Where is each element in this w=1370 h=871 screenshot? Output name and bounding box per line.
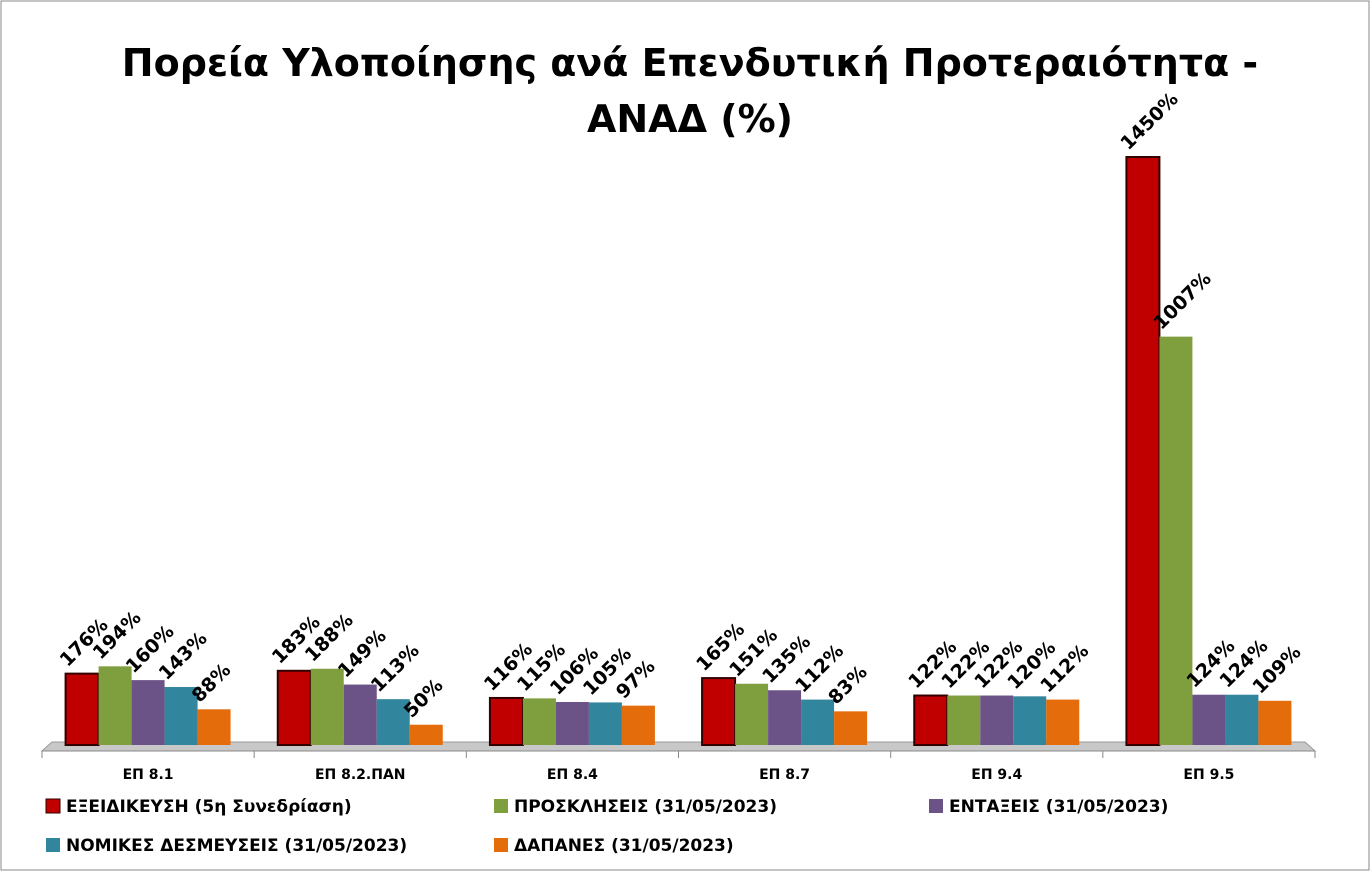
bar	[276, 669, 312, 746]
chart-title: Πορεία Υλοποίησης ανά Επενδυτική Προτερα…	[122, 41, 1258, 85]
bar	[1046, 699, 1080, 745]
bar	[64, 672, 100, 746]
legend-label: ΔΑΠΑΝΕΣ (31/05/2023)	[514, 836, 734, 856]
bar	[701, 677, 737, 747]
bar	[98, 666, 132, 745]
bar	[1013, 696, 1047, 745]
legend-swatch	[494, 799, 508, 813]
legend-label: ΕΝΤΑΞΕΙΣ (31/05/2023)	[949, 797, 1168, 817]
legend-label: ΠΡΟΣΚΛΗΣΕΙΣ (31/05/2023)	[514, 797, 777, 817]
bar	[980, 695, 1014, 745]
floor	[40, 741, 1317, 752]
legend-swatch	[45, 798, 61, 814]
bar	[768, 690, 802, 745]
bar	[1125, 156, 1161, 746]
bar	[1225, 694, 1259, 745]
bar	[834, 711, 868, 745]
bar	[947, 695, 981, 745]
x-tick-label: ΕΠ 8.7	[759, 767, 810, 783]
bar	[488, 696, 524, 747]
chart-title: ΑΝΑΔ (%)	[587, 97, 793, 141]
bar	[310, 668, 344, 745]
legend-swatch	[929, 799, 943, 813]
bar	[164, 687, 198, 745]
bar	[197, 709, 231, 745]
bar	[522, 698, 556, 745]
x-tick-label: ΕΠ 8.4	[547, 767, 598, 783]
x-tick-label: ΕΠ 9.5	[1183, 767, 1234, 783]
bar	[1258, 700, 1292, 745]
x-tick-label: ΕΠ 8.1	[123, 767, 174, 783]
bar	[913, 694, 949, 747]
bar	[801, 699, 835, 745]
bar	[588, 702, 622, 745]
bar	[376, 699, 410, 745]
x-tick-label: ΕΠ 8.2.ΠΑΝ	[315, 767, 406, 783]
legend-swatch	[46, 838, 60, 852]
bar	[1192, 694, 1226, 745]
bar	[735, 683, 769, 745]
legend-swatch	[494, 838, 508, 852]
x-tick-label: ΕΠ 9.4	[971, 767, 1022, 783]
bar	[555, 702, 589, 745]
bar	[409, 724, 443, 745]
bar	[343, 684, 377, 745]
legend-label: ΝΟΜΙΚΕΣ ΔΕΣΜΕΥΣΕΙΣ (31/05/2023)	[66, 836, 407, 856]
bar	[621, 705, 655, 745]
bar	[131, 680, 165, 745]
legend-label: ΕΞΕΙΔΙΚΕΥΣΗ (5η Συνεδρίαση)	[66, 797, 352, 817]
bar	[1159, 336, 1193, 745]
